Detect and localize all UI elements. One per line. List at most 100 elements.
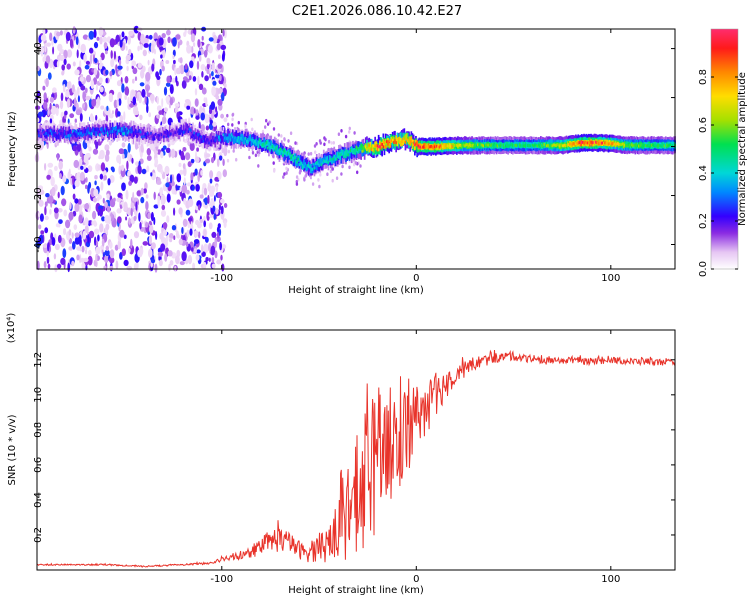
spectrogram-noise-dot xyxy=(289,131,293,135)
spectrogram-noise-dot xyxy=(206,211,210,222)
spectrogram-ridge-cell xyxy=(331,160,333,164)
spectrogram-ridge-cell xyxy=(348,150,351,154)
spectrogram-ridge-cell xyxy=(576,141,578,145)
spectrogram-noise-dot xyxy=(341,164,344,169)
spectrogram-ridge-cell xyxy=(472,143,474,147)
spectrogram-ridge-cell xyxy=(53,134,55,138)
spectrogram-noise-dot xyxy=(75,102,79,111)
spectrogram-ridge-cell xyxy=(550,144,553,148)
spectrogram-noise-dot xyxy=(47,263,51,269)
spectrogram-ridge-cell xyxy=(606,141,609,145)
spectrogram-noise-dot xyxy=(121,31,125,38)
spectrogram-ridge-cell xyxy=(142,130,144,134)
spectrogram-noise-dot xyxy=(215,94,220,100)
spectrogram-noise-dot xyxy=(176,199,181,205)
spectrogram-noise-dot xyxy=(146,104,149,114)
spectrogram-ridge-cell xyxy=(313,163,316,170)
spectrogram-noise-dot xyxy=(106,105,109,111)
spectrogram-noise-dot xyxy=(203,229,207,237)
spectrogram-noise-dot xyxy=(156,180,162,185)
spectrogram-ridge-cell xyxy=(494,144,497,148)
spectrogram-ridge-cell xyxy=(540,144,542,148)
spectrogram-noise-dot xyxy=(62,248,67,259)
spectrogram-ridge-cell xyxy=(199,134,201,138)
spectrogram-ridge-cell xyxy=(484,144,486,148)
spectrogram-ridge-cell xyxy=(296,160,298,164)
spectrogram-ridge-cell xyxy=(535,143,537,147)
spectrogram-ridge-cell xyxy=(83,126,86,133)
spectrogram-ridge-cell xyxy=(488,143,491,146)
spectrogram-ridge-cell xyxy=(81,134,83,138)
spectrogram-noise-dot xyxy=(99,173,104,180)
spectrogram-noise-dot xyxy=(52,87,57,93)
spectrogram-ridge-cell xyxy=(216,136,219,143)
spectrogram-noise-dot xyxy=(181,251,187,262)
spectrogram-ridge-cell xyxy=(269,145,271,149)
spectrogram-ridge-cell xyxy=(40,134,43,138)
spectrogram-noise-dot xyxy=(190,106,196,115)
spectrogram-ridge-cell xyxy=(388,140,390,144)
spectrogram-ridge-cell xyxy=(111,125,114,143)
spectrogram-ridge-cell xyxy=(115,125,117,132)
spectrogram-noise-dot xyxy=(99,223,104,233)
spectrogram-noise-dot xyxy=(205,153,211,158)
spectrogram-noise-dot xyxy=(79,246,82,252)
spectrogram-noise-dot xyxy=(93,41,99,49)
spectrogram-ridge-cell xyxy=(149,131,151,138)
spectrogram-noise-dot xyxy=(148,248,153,258)
spectrogram-noise-dot xyxy=(209,73,212,79)
spectrogram-noise-dot xyxy=(68,211,74,221)
spectrogram-ridge-cell xyxy=(220,137,222,144)
spectrogram-ridge-cell xyxy=(645,144,647,148)
spectrogram-ridge-cell xyxy=(243,137,246,141)
spectrogram-ridge-cell xyxy=(290,156,292,160)
spectrogram-noise-dot xyxy=(56,60,60,68)
spectrogram-noise-dot xyxy=(123,259,129,267)
spectrogram-ridge-cell xyxy=(132,125,135,137)
spectrogram-noise-dot xyxy=(66,63,71,70)
spectrogram-noise-dot xyxy=(196,249,201,254)
spectrogram-noise-dot xyxy=(344,134,348,139)
spectrogram-ridge-cell xyxy=(350,146,353,153)
spectrogram-noise-dot xyxy=(104,249,110,257)
spectrogram-ridge-cell xyxy=(350,149,353,153)
spectrogram-ridge-cell xyxy=(63,131,66,143)
spectrogram-noise-dot xyxy=(157,114,160,120)
spectrogram-noise-dot xyxy=(177,42,180,49)
spectrogram-noise-dot xyxy=(188,217,193,222)
spectrogram-ridge-cell xyxy=(84,128,87,135)
spectrogram-ridge-cell xyxy=(492,144,494,147)
spectrogram-noise-dot xyxy=(60,257,66,265)
spectrogram-ridge-cell xyxy=(329,158,332,161)
spectrogram-ridge-cell xyxy=(41,129,44,133)
spectrogram-noise-dot xyxy=(88,98,92,108)
spectrogram-ridge-cell xyxy=(522,144,525,148)
spectrogram-noise-dot xyxy=(116,197,122,203)
spectrogram-noise-dot xyxy=(154,157,159,166)
spectrogram-noise-dot xyxy=(220,44,227,51)
spectrogram-ridge-cell xyxy=(418,145,421,149)
spectrogram-ridge-cell xyxy=(54,133,57,137)
spectrogram-noise-dot xyxy=(147,59,150,66)
spectrogram-ridge-cell xyxy=(655,144,658,148)
spectrogram-noise-dot xyxy=(126,160,129,171)
spectrogram-ridge-cell xyxy=(451,145,453,148)
spectrogram-noise-dot xyxy=(44,215,49,221)
snr-x-axis: -100 0 100 xyxy=(210,330,620,585)
spectrogram-ridge-cell xyxy=(228,133,231,140)
spectrogram-noise-dot xyxy=(295,182,299,186)
spectrogram-noise-dot xyxy=(264,125,267,129)
spectrogram-ridge-cell xyxy=(386,140,388,143)
spectrogram-ridge-cell xyxy=(663,144,666,148)
spectrogram-noise-dot xyxy=(220,205,224,215)
spectrogram-ridge-cell xyxy=(366,148,368,151)
spectrogram-ridge-cell xyxy=(263,144,266,148)
spectrogram-ridge-cell xyxy=(221,136,224,139)
spectrogram-noise-dot xyxy=(61,70,65,76)
spectrogram-ridge-cell xyxy=(619,143,622,147)
spectrogram-ridge-cell xyxy=(116,132,119,136)
spectrogram-ridge-cell xyxy=(144,133,147,136)
snr-series-line xyxy=(36,349,676,568)
spectrogram-noise-dot xyxy=(309,151,313,156)
spectrogram-ridge-cell xyxy=(208,136,211,143)
